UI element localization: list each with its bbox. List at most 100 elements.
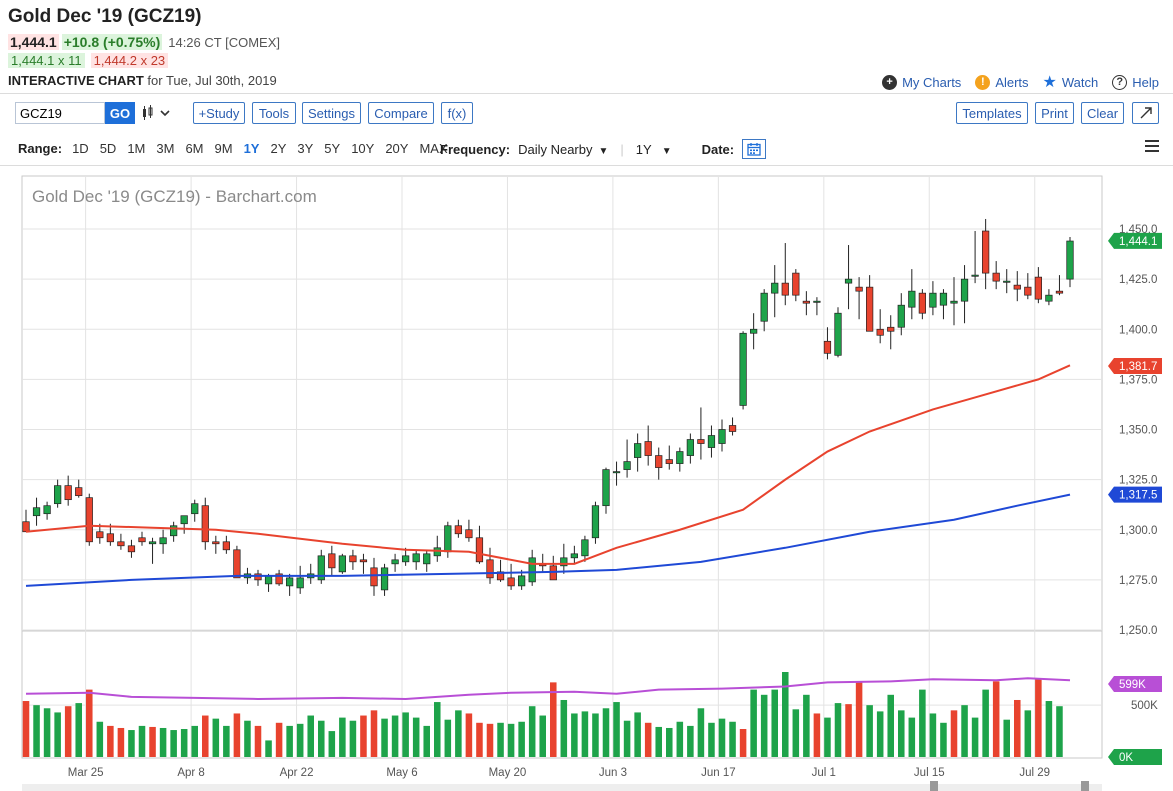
candle-body <box>1045 294 1053 302</box>
quote-time: 14:26 CT [COMEX] <box>168 34 280 50</box>
print-button[interactable]: Print <box>1035 102 1074 124</box>
y-tick-label: 1,325.0 <box>1119 475 1157 487</box>
compare-button[interactable]: Compare <box>368 102 434 124</box>
x-tick-label: Apr 22 <box>280 767 314 779</box>
volume-bar <box>349 720 357 757</box>
settings-button[interactable]: Settings <box>302 102 361 124</box>
symbol-input[interactable] <box>15 102 105 124</box>
volume-bar <box>423 725 430 757</box>
candle-body <box>212 541 220 545</box>
volume-bar <box>571 713 578 757</box>
clear-button[interactable]: Clear <box>1081 102 1124 124</box>
chart-type-dropdown[interactable] <box>142 105 172 124</box>
range-option-1m[interactable]: 1M <box>127 140 146 156</box>
candle-body <box>897 304 905 328</box>
range-option-3y[interactable]: 3Y <box>297 140 314 156</box>
my-charts-link[interactable]: + My Charts <box>882 74 961 90</box>
study-button[interactable]: +Study <box>193 102 245 124</box>
volume-bar <box>434 702 441 757</box>
volume-bar <box>592 713 599 757</box>
y-tick-label: 1,375.0 <box>1119 374 1157 386</box>
volume-bar <box>919 689 926 757</box>
volume-bar <box>782 672 789 757</box>
candle-body <box>159 537 167 545</box>
candle-body <box>296 577 304 589</box>
scrollbar-handle-left[interactable] <box>930 781 938 791</box>
tools-button[interactable]: Tools <box>252 102 296 124</box>
moving-averages <box>25 364 1071 587</box>
fx-button[interactable]: f(x) <box>441 102 473 124</box>
candle-body <box>855 286 863 292</box>
period-dropdown[interactable]: 1Y ▼ <box>636 142 672 157</box>
volume-bar <box>370 710 378 757</box>
templates-button[interactable]: Templates <box>956 102 1028 124</box>
candle-body <box>834 312 842 356</box>
candle-body <box>412 553 420 563</box>
range-option-3m[interactable]: 3M <box>156 140 175 156</box>
candle-body <box>106 533 114 543</box>
candle-body <box>802 300 810 304</box>
range-option-20y[interactable]: 20Y <box>385 140 409 156</box>
volume-bar <box>908 717 916 757</box>
candle-body <box>655 455 663 468</box>
candle-body <box>982 230 990 274</box>
candle-body <box>570 553 578 559</box>
volume-bar <box>1056 706 1063 757</box>
candle-body <box>349 555 357 563</box>
volume-bar <box>202 715 209 757</box>
volume-bar <box>950 710 958 757</box>
volume-average-line <box>25 677 1071 700</box>
candle-body <box>992 272 1000 282</box>
scrollbar-track[interactable] <box>22 784 1102 791</box>
range-option-6m[interactable]: 6M <box>185 140 204 156</box>
candle-body <box>887 326 895 332</box>
candle-body <box>201 505 209 543</box>
x-tick-label: Mar 25 <box>68 767 104 779</box>
bid-value: 1,444.1 x 11 <box>8 53 85 68</box>
candle-body <box>644 441 652 456</box>
candle-body <box>317 555 325 581</box>
volume-bar <box>866 705 873 757</box>
range-option-10y[interactable]: 10Y <box>351 140 375 156</box>
menu-icon[interactable] <box>1145 140 1159 155</box>
calendar-button[interactable] <box>742 139 767 159</box>
expand-button[interactable] <box>1132 102 1159 124</box>
volume-bar <box>1024 710 1032 757</box>
x-tick-label: Jul 1 <box>812 767 836 779</box>
range-option-9m[interactable]: 9M <box>214 140 233 156</box>
range-option-2y[interactable]: 2Y <box>270 140 287 156</box>
candles <box>22 218 1074 596</box>
candle-body <box>718 429 726 444</box>
candle-body <box>233 549 241 579</box>
range-option-max[interactable]: MAX <box>419 140 448 156</box>
range-option-5y[interactable]: 5Y <box>324 140 341 156</box>
watch-link[interactable]: ★ Watch <box>1043 72 1099 92</box>
x-axis-labels: Mar 25 Apr 8 Apr 22 May 6 May 20 Jun 3 Jun 17 J… <box>68 767 1050 779</box>
candle-body <box>950 300 958 304</box>
candle-body <box>496 571 505 581</box>
candle-body <box>96 531 104 539</box>
alerts-link[interactable]: ! Alerts <box>975 74 1029 90</box>
last-price-tag-bg <box>1108 232 1162 249</box>
candle-body <box>486 559 494 579</box>
candle-body <box>75 487 83 497</box>
scrollbar-handle-right[interactable] <box>1081 781 1089 791</box>
chart-frame <box>21 175 1103 759</box>
candle-body <box>22 521 30 533</box>
frequency-dropdown[interactable]: Daily Nearby ▼ <box>518 142 608 157</box>
volume-bar <box>940 722 947 757</box>
range-option-5d[interactable]: 5D <box>99 140 117 156</box>
go-button[interactable]: GO <box>105 102 135 124</box>
volume-bar <box>1014 699 1021 757</box>
candle-body <box>148 541 157 545</box>
help-icon: ? <box>1112 74 1128 90</box>
candle-body <box>180 515 188 525</box>
range-option-1y[interactable]: 1Y <box>243 140 260 156</box>
candle-body <box>602 469 610 507</box>
alert-icon: ! <box>975 74 991 90</box>
volume-avg-tag: 599K <box>1119 679 1146 691</box>
candle-body <box>697 439 705 444</box>
help-link[interactable]: ? Help <box>1112 74 1159 90</box>
range-option-1d[interactable]: 1D <box>72 140 89 156</box>
